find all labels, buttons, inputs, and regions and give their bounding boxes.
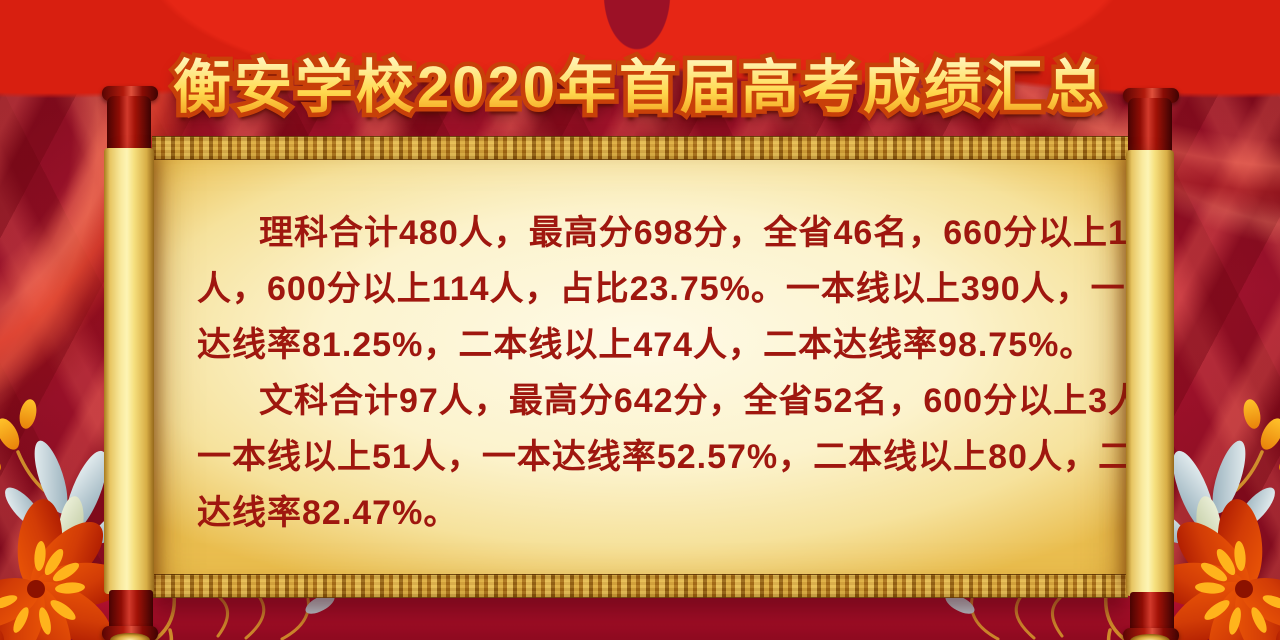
text-line: 达线率81.25%，二本线以上474人，二本达线率98.75%。 [197,326,1095,364]
text-line: 人，600分以上114人，占比23.75%。一本线以上390人，一本 [197,270,1161,308]
roller-cap-top [1128,98,1172,158]
banner-title-text: 衡安学校2020年首届高考成绩汇总 [173,46,1107,130]
text-line: 一本线以上51人，一本达线率52.57%，二本线以上80人，二本 [197,438,1168,476]
results-text: 理科合计480人，最高分698分，全省46名，660分以上11 人，600分以上1… [152,158,1178,576]
text-line: 理科合计480人，最高分698分，全省46名，660分以上11 [259,214,1146,252]
banner-title: 衡安学校2020年首届高考成绩汇总 衡安学校2020年首届高考成绩汇总 [0,46,1280,142]
text-line: 达线率82.47%。 [197,494,459,532]
roller-gold-end [110,633,150,640]
gold-swirl-icon [216,594,335,640]
scroll-paper: 理科合计480人，最高分698分，全省46名，660分以上11 人，600分以上1… [152,136,1178,598]
roller-cylinder [1126,150,1174,596]
text-line: 文科合计97人，最高分642分，全省52名，600分以上3人， [259,382,1178,420]
gold-swirl-icon [945,594,1064,640]
roller-cylinder [104,148,154,594]
banner-title-outline: 衡安学校2020年首届高考成绩汇总 [168,46,1108,130]
roller-gold-end [1130,634,1170,640]
gold-brocade-band-bottom [152,574,1128,598]
bottom-table-band [0,594,1280,640]
gold-brocade-band-top [152,136,1128,160]
roller-cap-top [107,96,151,156]
